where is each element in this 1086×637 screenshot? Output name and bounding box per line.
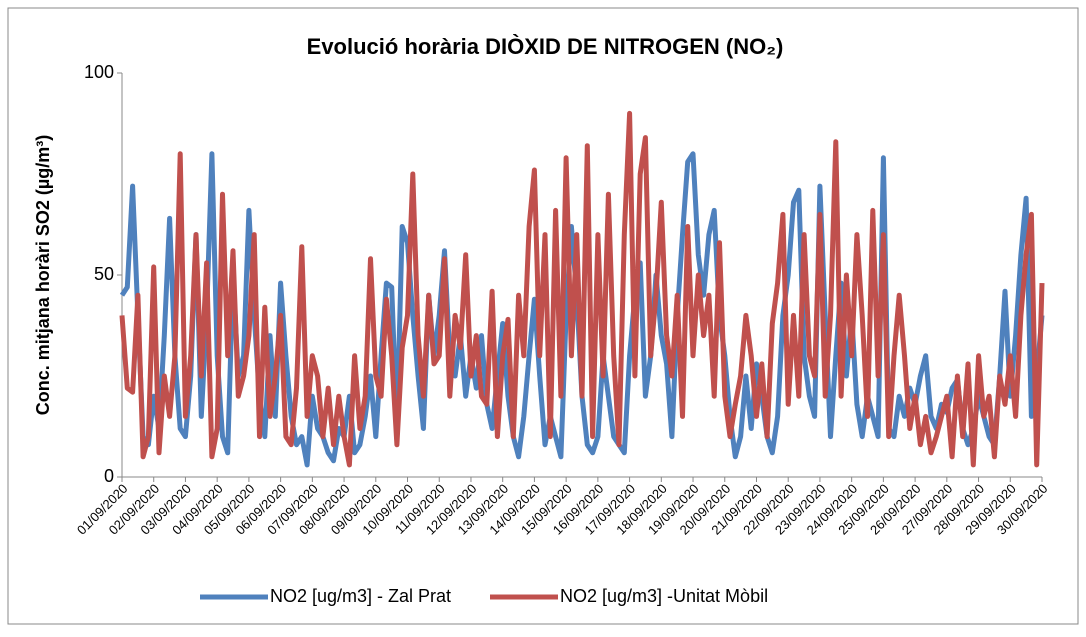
chart-title: Evolució horària DIÒXID DE NITROGEN (NO₂… (307, 34, 784, 59)
y-tick-label: 50 (94, 264, 114, 284)
y-tick-label: 0 (104, 466, 114, 486)
legend-label: NO2 [ug/m3] - Zal Prat (270, 586, 451, 606)
series-line (119, 110, 1045, 468)
legend-label: NO2 [ug/m3] -Unitat Mòbil (560, 586, 768, 606)
y-axis-label: Conc. mitjana horàri SO2 (µg/m³) (33, 135, 53, 415)
y-tick-label: 100 (84, 62, 114, 82)
